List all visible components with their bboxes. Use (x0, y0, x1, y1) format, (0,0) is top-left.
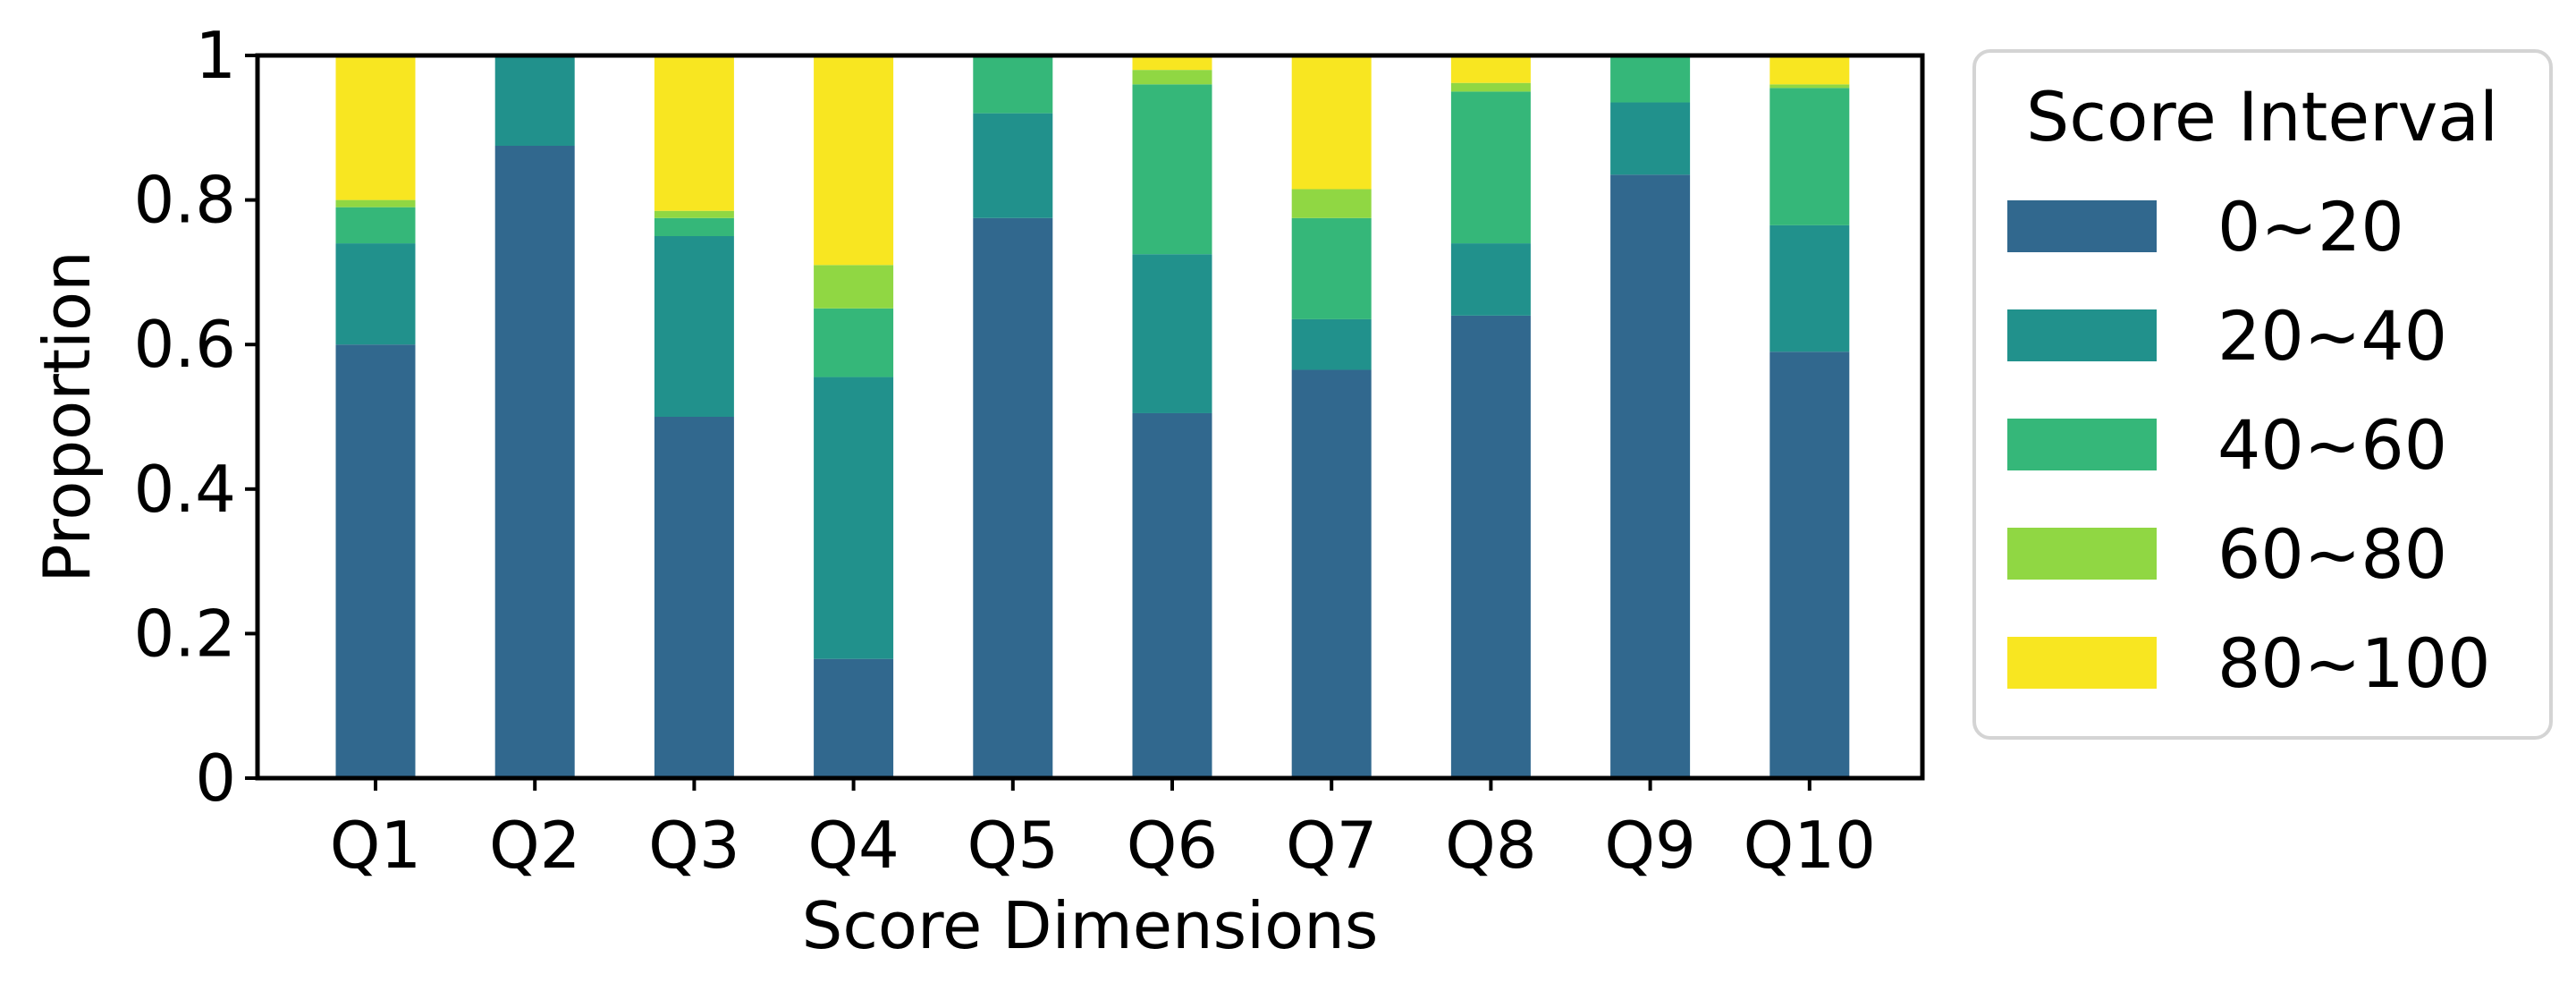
x-tick-label: Q9 (1604, 808, 1695, 883)
bar-segment-q5-series-3 (973, 55, 1053, 114)
bar-segment-q10-series-1 (1769, 352, 1850, 778)
bars-layer (335, 55, 1850, 779)
bar-segment-q7-series-1 (1291, 369, 1372, 778)
bar-segment-q4-series-1 (814, 658, 894, 778)
y-axis-ticks: 0 0.2 0.4 0.6 0.8 1 (133, 18, 258, 816)
bar-segment-q3-series-2 (654, 236, 734, 417)
bar-segment-q10-series-4 (1769, 84, 1850, 89)
legend-swatch (2007, 200, 2157, 252)
legend-label: 0~20 (2217, 187, 2404, 267)
bar-segment-q1-series-2 (335, 243, 416, 345)
x-tick-label: Q7 (1286, 808, 1377, 883)
bar-segment-q3-series-5 (654, 55, 734, 211)
bar-segment-q1-series-3 (335, 207, 416, 244)
bar-segment-q6-series-1 (1132, 412, 1212, 778)
bar-segment-q8-series-4 (1450, 82, 1531, 92)
x-tick-label: Q4 (807, 808, 899, 883)
y-tick-label: 0.4 (133, 452, 236, 527)
bar-segment-q10-series-5 (1769, 55, 1850, 85)
bar-segment-q10-series-2 (1769, 224, 1850, 352)
x-axis-ticks: Q1 Q2 Q3 Q4 Q5 Q6 Q7 Q8 Q9 Q10 (330, 778, 1876, 883)
bar-segment-q6-series-3 (1132, 84, 1212, 255)
legend-items: 0~20 20~40 40~60 60~80 80~100 (2007, 187, 2490, 703)
bar-segment-q1-series-1 (335, 344, 416, 778)
bar-segment-q7-series-3 (1291, 217, 1372, 319)
legend-swatch (2007, 637, 2157, 689)
bar-segment-q5-series-1 (973, 217, 1053, 779)
bar-segment-q4-series-5 (814, 55, 894, 266)
bar-segment-q3-series-4 (654, 210, 734, 218)
x-tick-label: Q3 (648, 808, 739, 883)
bar-segment-q8-series-1 (1450, 315, 1531, 778)
x-tick-label: Q5 (967, 808, 1059, 883)
bar-segment-q2-series-2 (494, 55, 575, 146)
bar-segment-q6-series-4 (1132, 70, 1212, 85)
bar-segment-q9-series-1 (1610, 174, 1691, 778)
bar-segment-q6-series-2 (1132, 254, 1212, 413)
bar-segment-q3-series-1 (654, 417, 734, 778)
bar-segment-q3-series-3 (654, 217, 734, 236)
x-tick-label: Q1 (330, 808, 421, 883)
y-axis-title: Proportion (30, 250, 105, 583)
y-tick-label: 0.6 (133, 307, 236, 382)
bar-segment-q4-series-4 (814, 265, 894, 309)
x-tick-label: Q2 (489, 808, 580, 883)
bar-segment-q1-series-5 (335, 55, 416, 200)
bar-segment-q6-series-5 (1132, 55, 1212, 71)
y-tick-label: 0 (195, 741, 236, 816)
bar-segment-q8-series-2 (1450, 243, 1531, 316)
bar-segment-q9-series-2 (1610, 102, 1691, 175)
x-tick-label: Q10 (1744, 808, 1876, 883)
x-tick-label: Q8 (1445, 808, 1536, 883)
y-tick-label: 0.2 (133, 596, 236, 671)
legend-label: 40~60 (2217, 405, 2447, 485)
legend-swatch (2007, 528, 2157, 580)
legend-swatch (2007, 419, 2157, 470)
legend-label: 80~100 (2217, 623, 2490, 703)
legend: Score Interval 0~20 20~40 40~60 60~80 80~100 (1972, 49, 2553, 740)
bar-segment-q2-series-1 (494, 146, 575, 778)
bar-segment-q8-series-3 (1450, 91, 1531, 244)
plot-frame (255, 53, 1925, 781)
legend-title: Score Interval (2026, 77, 2498, 157)
bar-segment-q4-series-3 (814, 308, 894, 377)
bar-segment-q7-series-5 (1291, 55, 1372, 190)
legend-swatch (2007, 309, 2157, 361)
bar-segment-q7-series-2 (1291, 318, 1372, 370)
bar-segment-q7-series-4 (1291, 189, 1372, 218)
bar-segment-q10-series-3 (1769, 88, 1850, 225)
y-tick-label: 0.8 (133, 163, 236, 238)
x-tick-label: Q6 (1127, 808, 1218, 883)
legend-label: 20~40 (2217, 296, 2447, 376)
legend-label: 60~80 (2217, 514, 2447, 594)
bar-segment-q5-series-2 (973, 113, 1053, 218)
bar-segment-q4-series-2 (814, 377, 894, 659)
bar-segment-q8-series-5 (1450, 55, 1531, 83)
x-axis-title: Score Dimensions (802, 888, 1379, 963)
bar-segment-q9-series-3 (1610, 55, 1691, 103)
bar-segment-q1-series-4 (335, 199, 416, 208)
y-tick-label: 1 (195, 18, 236, 93)
